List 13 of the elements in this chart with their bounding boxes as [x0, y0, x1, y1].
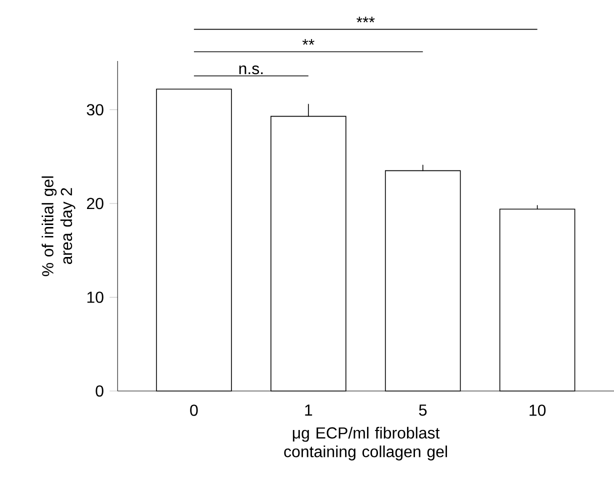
y-tick-label: 0: [96, 385, 104, 397]
x-axis-title: μg ECP/ml fibroblast containing collagen gel: [284, 426, 447, 460]
y-axis-title: % of initial gel area day 2: [42, 176, 76, 276]
annotation: n.s.: [239, 65, 263, 74]
y-tick-label: 20: [87, 198, 104, 210]
x-tick-label: 0: [190, 404, 198, 416]
y-tick-label: 30: [86, 104, 104, 116]
x-tick-label: 10: [530, 404, 546, 416]
text: **: [302, 39, 314, 45]
x-tick-label: 5: [419, 404, 427, 416]
text: ***: [356, 16, 375, 22]
y-tick-label: 10: [87, 292, 104, 303]
x-tick-label: 1: [305, 404, 312, 416]
